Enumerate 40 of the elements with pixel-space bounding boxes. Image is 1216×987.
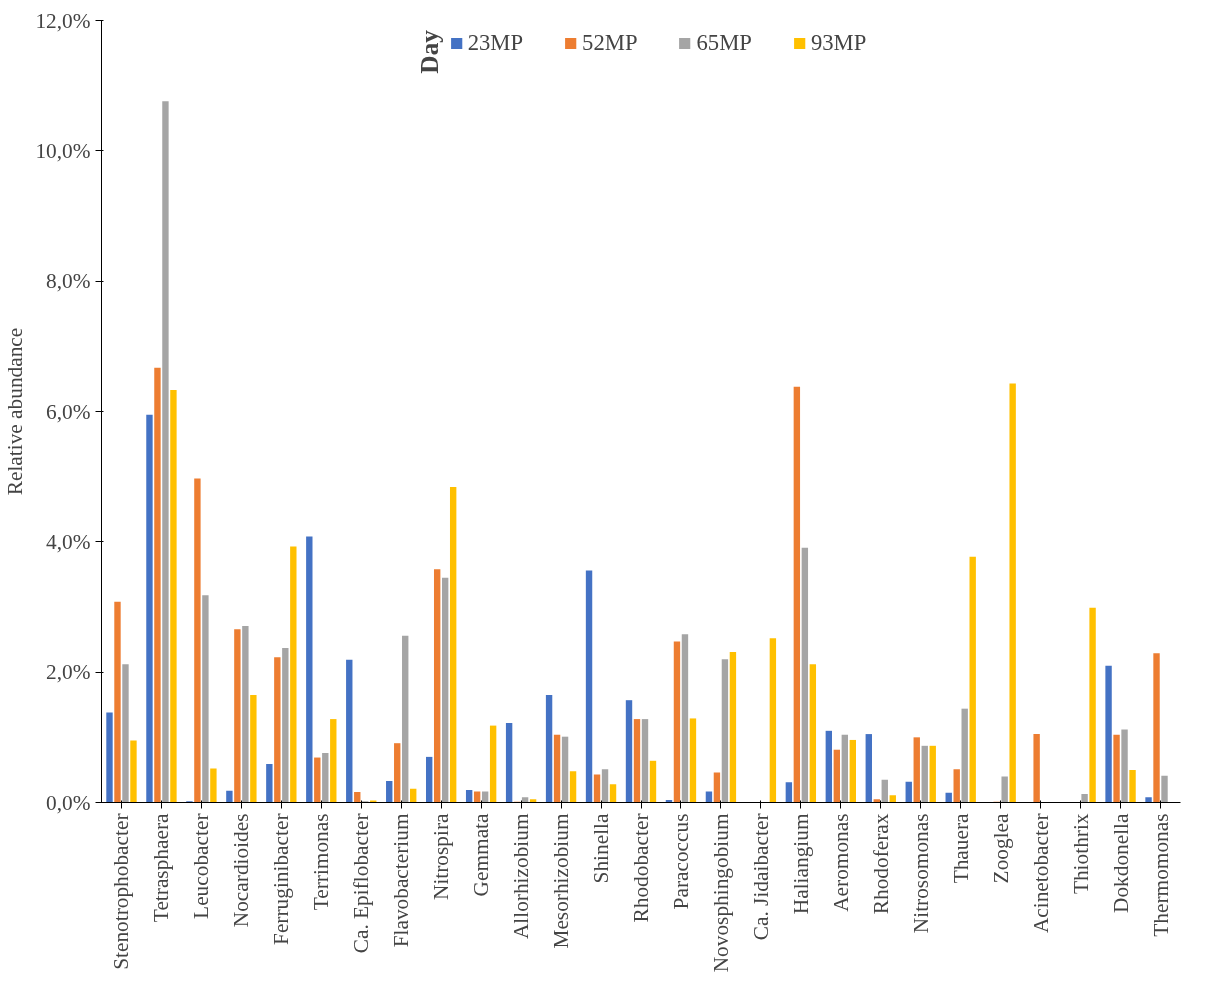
x-tick-label: Nitrosomonas	[908, 813, 933, 934]
x-tick-label: Novosphingobium	[708, 813, 733, 973]
x-tick-label: Leucobacter	[189, 813, 214, 919]
x-tick-label: Aeromonas	[828, 813, 853, 912]
x-tick-label: Ferruginibacter	[269, 813, 294, 945]
x-tick-label: Stenotrophobacter	[109, 813, 134, 970]
x-tick-label: Rhodobacter	[629, 813, 653, 923]
x-tick-label: Paracoccus	[668, 813, 693, 910]
x-tick-label: Terrimonas	[309, 813, 334, 911]
legend-label: 23MP	[467, 30, 524, 56]
x-tick-label: Flavobacterium	[389, 813, 414, 948]
x-tick-label: Dokdonella	[1108, 812, 1133, 914]
x-tick-label: Ca. Epiflobacter	[349, 813, 374, 954]
legend-label: 93MP	[810, 30, 867, 56]
x-tick-label: Gemmata	[469, 812, 494, 897]
x-tick-label: Zooglea	[988, 812, 1013, 884]
legend-label: 52MP	[582, 30, 638, 56]
x-tick-label: Mesorhizobium	[549, 813, 574, 949]
x-tick-label: Acinetobacter	[1028, 813, 1053, 934]
x-tick-label: Nitrospira	[429, 812, 454, 900]
x-tick-label: Thermomonas	[1148, 813, 1173, 937]
y-tick-label: 4,0%	[46, 529, 91, 554]
y-tick-label: 8,0%	[46, 269, 91, 294]
x-tick-label: Ca. Jidaibacter	[748, 813, 773, 941]
y-tick-label: 2,0%	[46, 660, 91, 685]
legend-title: Day	[414, 30, 444, 74]
x-tick-label: Haliangium	[788, 813, 813, 915]
y-tick-label: 0,0%	[46, 790, 91, 815]
y-tick-label: 6,0%	[46, 399, 91, 424]
x-tick-label: Shinella	[589, 812, 614, 884]
x-tick-label: Rhodoferax	[868, 813, 893, 915]
x-tick-label: Tetrasphaera	[149, 812, 174, 923]
y-tick-label: 12,0%	[35, 8, 91, 33]
legend-label: 65MP	[696, 30, 752, 56]
y-tick-label: 10,0%	[35, 138, 91, 163]
x-tick-label: Thiothrix	[1068, 813, 1093, 895]
y-axis-title: Relative abundance	[3, 327, 28, 496]
x-tick-label: Nocardioides	[229, 813, 254, 928]
x-tick-label: Thauera	[948, 812, 973, 884]
x-tick-label: Allorhizobium	[509, 813, 534, 940]
